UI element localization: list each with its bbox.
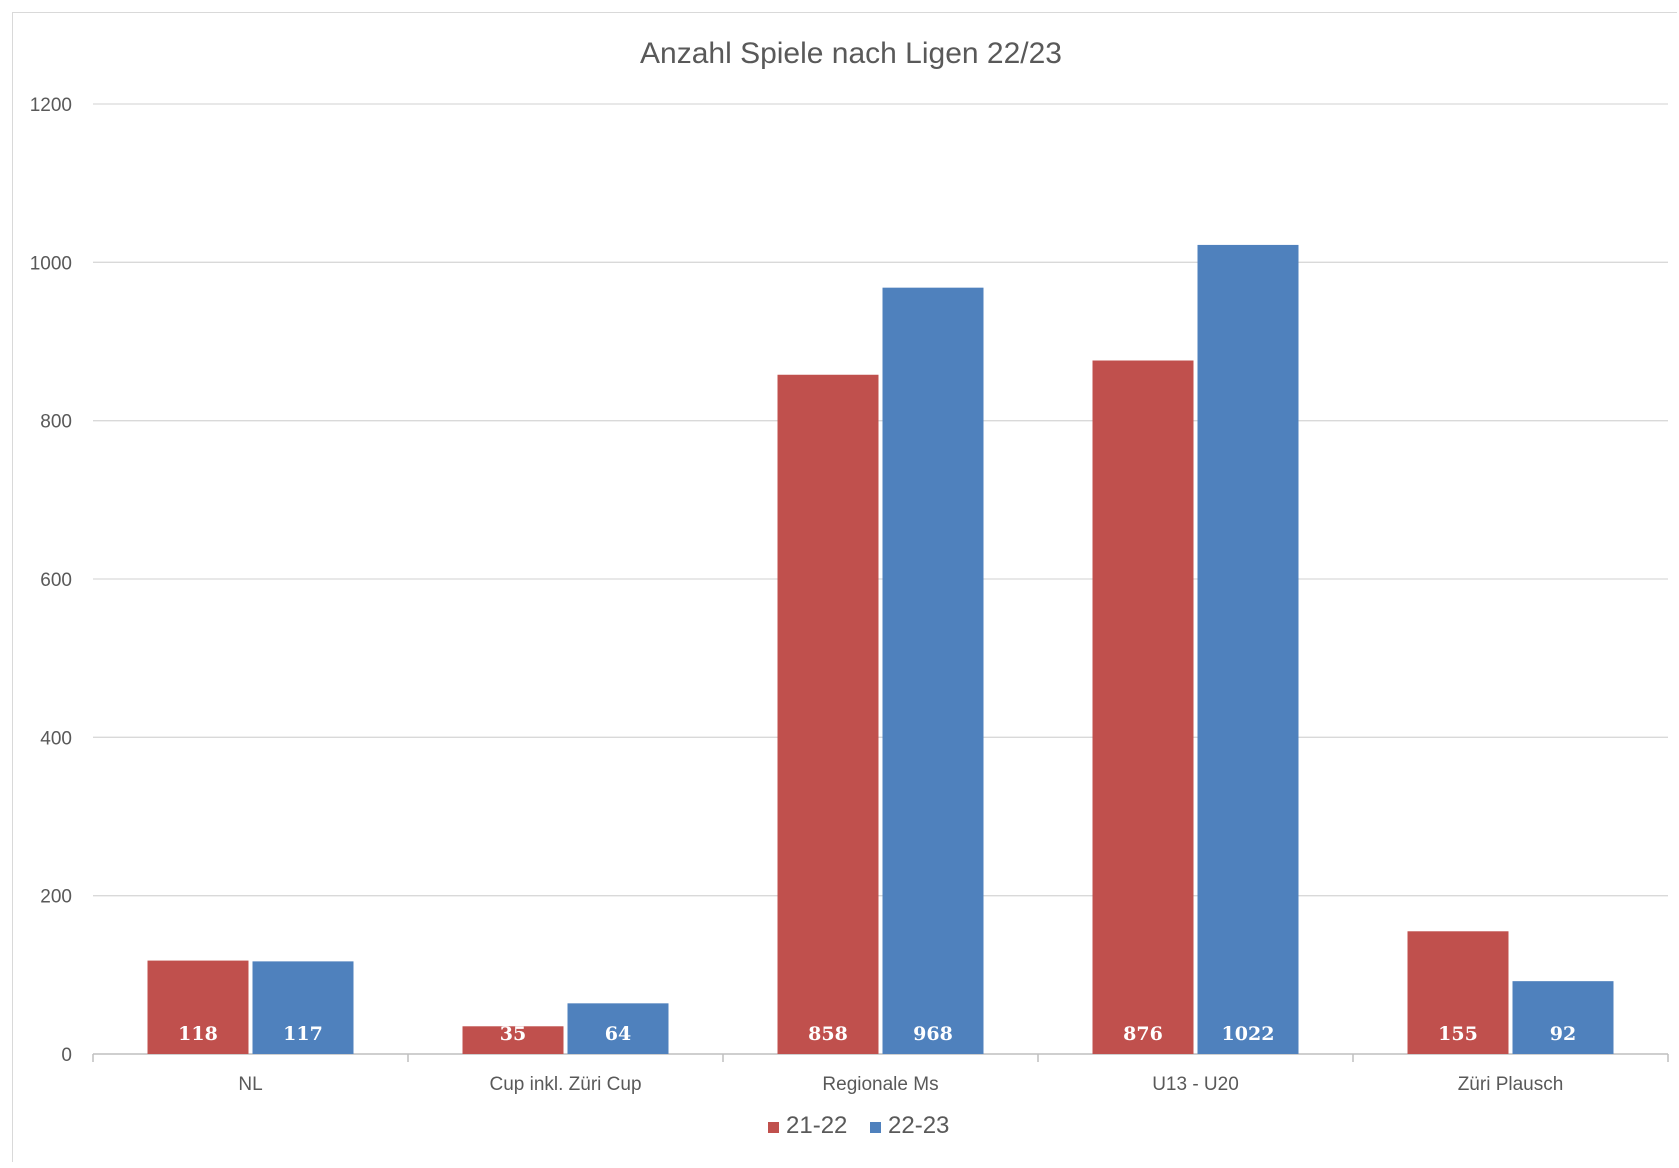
bar-22-23-0 (252, 961, 354, 1054)
legend-swatch-21-22 (768, 1122, 779, 1133)
bar-22-23-1 (567, 1003, 669, 1054)
data-label-22-23-0: 117 (283, 1023, 323, 1045)
bar-21-22-4 (1407, 931, 1509, 1054)
bar-21-22-3 (1092, 360, 1194, 1054)
legend: 21-22 22-23 (768, 1112, 949, 1139)
y-tick-label-0: 0 (61, 1045, 72, 1066)
data-label-22-23-1: 64 (605, 1023, 631, 1045)
legend-label-22-23: 22-23 (888, 1112, 949, 1139)
data-label-22-23-3: 1022 (1222, 1023, 1275, 1045)
y-tick-label-1000: 1000 (30, 253, 72, 274)
x-tick-label-1: Cup inkl. Züri Cup (489, 1074, 641, 1095)
data-label-21-22-0: 118 (178, 1023, 218, 1045)
x-tick-label-2: Regionale Ms (822, 1074, 938, 1095)
y-tick-label-400: 400 (40, 728, 72, 749)
data-label-22-23-2: 968 (913, 1023, 953, 1045)
data-label-21-22-2: 858 (808, 1023, 848, 1045)
legend-swatch-22-23 (870, 1122, 881, 1133)
data-label-21-22-1: 35 (500, 1023, 526, 1045)
bars: 118 117 35 64 858 968 876 1022 155 92 (147, 244, 1614, 1055)
bar-21-22-1 (462, 1026, 564, 1054)
x-tick-label-0: NL (238, 1074, 262, 1095)
data-label-22-23-4: 92 (1550, 1023, 1576, 1045)
axes: 0 200 400 600 800 1000 1200 NL Cup inkl. Züri Cu… (30, 95, 1669, 1095)
bar-22-23-2 (882, 287, 984, 1055)
legend-label-21-22: 21-22 (786, 1112, 847, 1139)
data-label-21-22-3: 876 (1123, 1023, 1163, 1045)
x-tick-label-3: U13 - U20 (1152, 1074, 1239, 1095)
bar-22-23-4 (1512, 981, 1614, 1054)
bar-21-22-0 (147, 960, 249, 1054)
chart-frame (12, 12, 1677, 1162)
bar-22-23-3 (1197, 244, 1299, 1054)
y-tick-label-600: 600 (40, 570, 72, 591)
y-tick-label-800: 800 (40, 412, 72, 433)
y-tick-label-200: 200 (40, 887, 72, 908)
bar-21-22-2 (777, 374, 879, 1054)
gridlines (93, 103, 1668, 897)
y-tick-label-1200: 1200 (30, 95, 72, 116)
x-tick-label-4: Züri Plausch (1458, 1074, 1564, 1095)
chart-title: Anzahl Spiele nach Ligen 22/23 (640, 37, 1062, 70)
data-label-21-22-4: 155 (1438, 1023, 1478, 1045)
